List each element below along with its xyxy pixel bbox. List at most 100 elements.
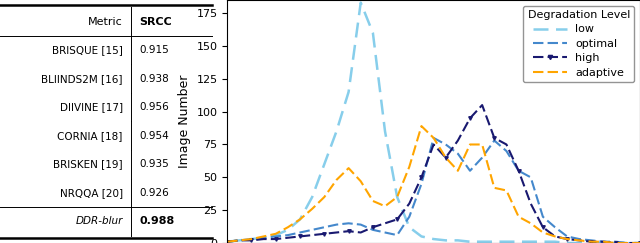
low [333, 130, 340, 133]
adaptive [575, 239, 583, 242]
adaptive [490, 186, 498, 189]
high [490, 137, 498, 139]
low [624, 242, 632, 243]
Text: CORNIA [18]: CORNIA [18] [58, 131, 123, 141]
high [539, 226, 547, 229]
Text: NRQQA [20]: NRQQA [20] [60, 188, 123, 198]
high [636, 242, 640, 243]
adaptive [612, 242, 620, 243]
high [381, 222, 389, 225]
high [308, 234, 316, 237]
adaptive [333, 179, 340, 182]
optimal [551, 226, 559, 229]
high [515, 169, 522, 172]
low [502, 240, 510, 243]
Text: 0.954: 0.954 [140, 131, 170, 141]
adaptive [272, 232, 280, 235]
low [612, 242, 620, 243]
optimal [308, 228, 316, 231]
low [248, 238, 255, 241]
adaptive [527, 222, 534, 225]
high [223, 240, 231, 243]
Line: high: high [225, 103, 640, 243]
Text: 0.926: 0.926 [140, 188, 170, 198]
low [466, 240, 474, 243]
optimal [588, 239, 595, 242]
Text: BRISQUE [15]: BRISQUE [15] [52, 45, 123, 55]
low [429, 238, 437, 241]
low [394, 196, 401, 199]
optimal [490, 139, 498, 142]
high [248, 239, 255, 242]
optimal [369, 228, 377, 231]
Text: 0.935: 0.935 [140, 159, 170, 169]
adaptive [321, 196, 328, 199]
Y-axis label: Image Number: Image Number [178, 75, 191, 168]
adaptive [539, 231, 547, 234]
adaptive [466, 143, 474, 146]
high [600, 240, 607, 243]
Line: adaptive: adaptive [227, 126, 640, 243]
optimal [624, 242, 632, 243]
low [369, 31, 377, 34]
low [442, 239, 449, 242]
adaptive [345, 167, 353, 170]
low [357, 1, 365, 4]
low [454, 239, 461, 242]
low [418, 235, 426, 238]
adaptive [260, 235, 268, 238]
high [406, 202, 413, 205]
low [575, 242, 583, 243]
optimal [272, 235, 280, 238]
low [260, 236, 268, 239]
Text: 0.988: 0.988 [140, 217, 175, 226]
optimal [248, 238, 255, 241]
adaptive [284, 226, 292, 229]
low [236, 239, 243, 242]
optimal [575, 238, 583, 241]
adaptive [624, 242, 632, 243]
Text: 0.938: 0.938 [140, 74, 170, 84]
low [296, 218, 304, 221]
optimal [345, 222, 353, 225]
high [563, 238, 571, 241]
low [636, 242, 640, 243]
adaptive [429, 137, 437, 139]
high [284, 236, 292, 239]
optimal [502, 150, 510, 153]
Text: 0.956: 0.956 [140, 102, 170, 112]
optimal [478, 156, 486, 159]
high [588, 240, 595, 243]
low [551, 240, 559, 243]
low [321, 163, 328, 166]
low [478, 240, 486, 243]
low [515, 240, 522, 243]
optimal [296, 231, 304, 234]
high [429, 143, 437, 146]
high [418, 176, 426, 179]
optimal [515, 169, 522, 172]
high [357, 231, 365, 234]
adaptive [563, 238, 571, 241]
low [381, 130, 389, 133]
adaptive [223, 240, 231, 243]
adaptive [454, 169, 461, 172]
optimal [418, 182, 426, 185]
high [296, 235, 304, 238]
optimal [636, 242, 640, 243]
low [284, 228, 292, 231]
adaptive [394, 196, 401, 199]
low [345, 90, 353, 93]
optimal [236, 239, 243, 242]
adaptive [478, 143, 486, 146]
adaptive [418, 125, 426, 128]
adaptive [406, 165, 413, 168]
optimal [394, 234, 401, 237]
adaptive [588, 240, 595, 243]
optimal [454, 152, 461, 155]
Text: DIIVINE [17]: DIIVINE [17] [60, 102, 123, 112]
high [502, 143, 510, 146]
high [612, 242, 620, 243]
optimal [600, 240, 607, 243]
adaptive [515, 215, 522, 218]
